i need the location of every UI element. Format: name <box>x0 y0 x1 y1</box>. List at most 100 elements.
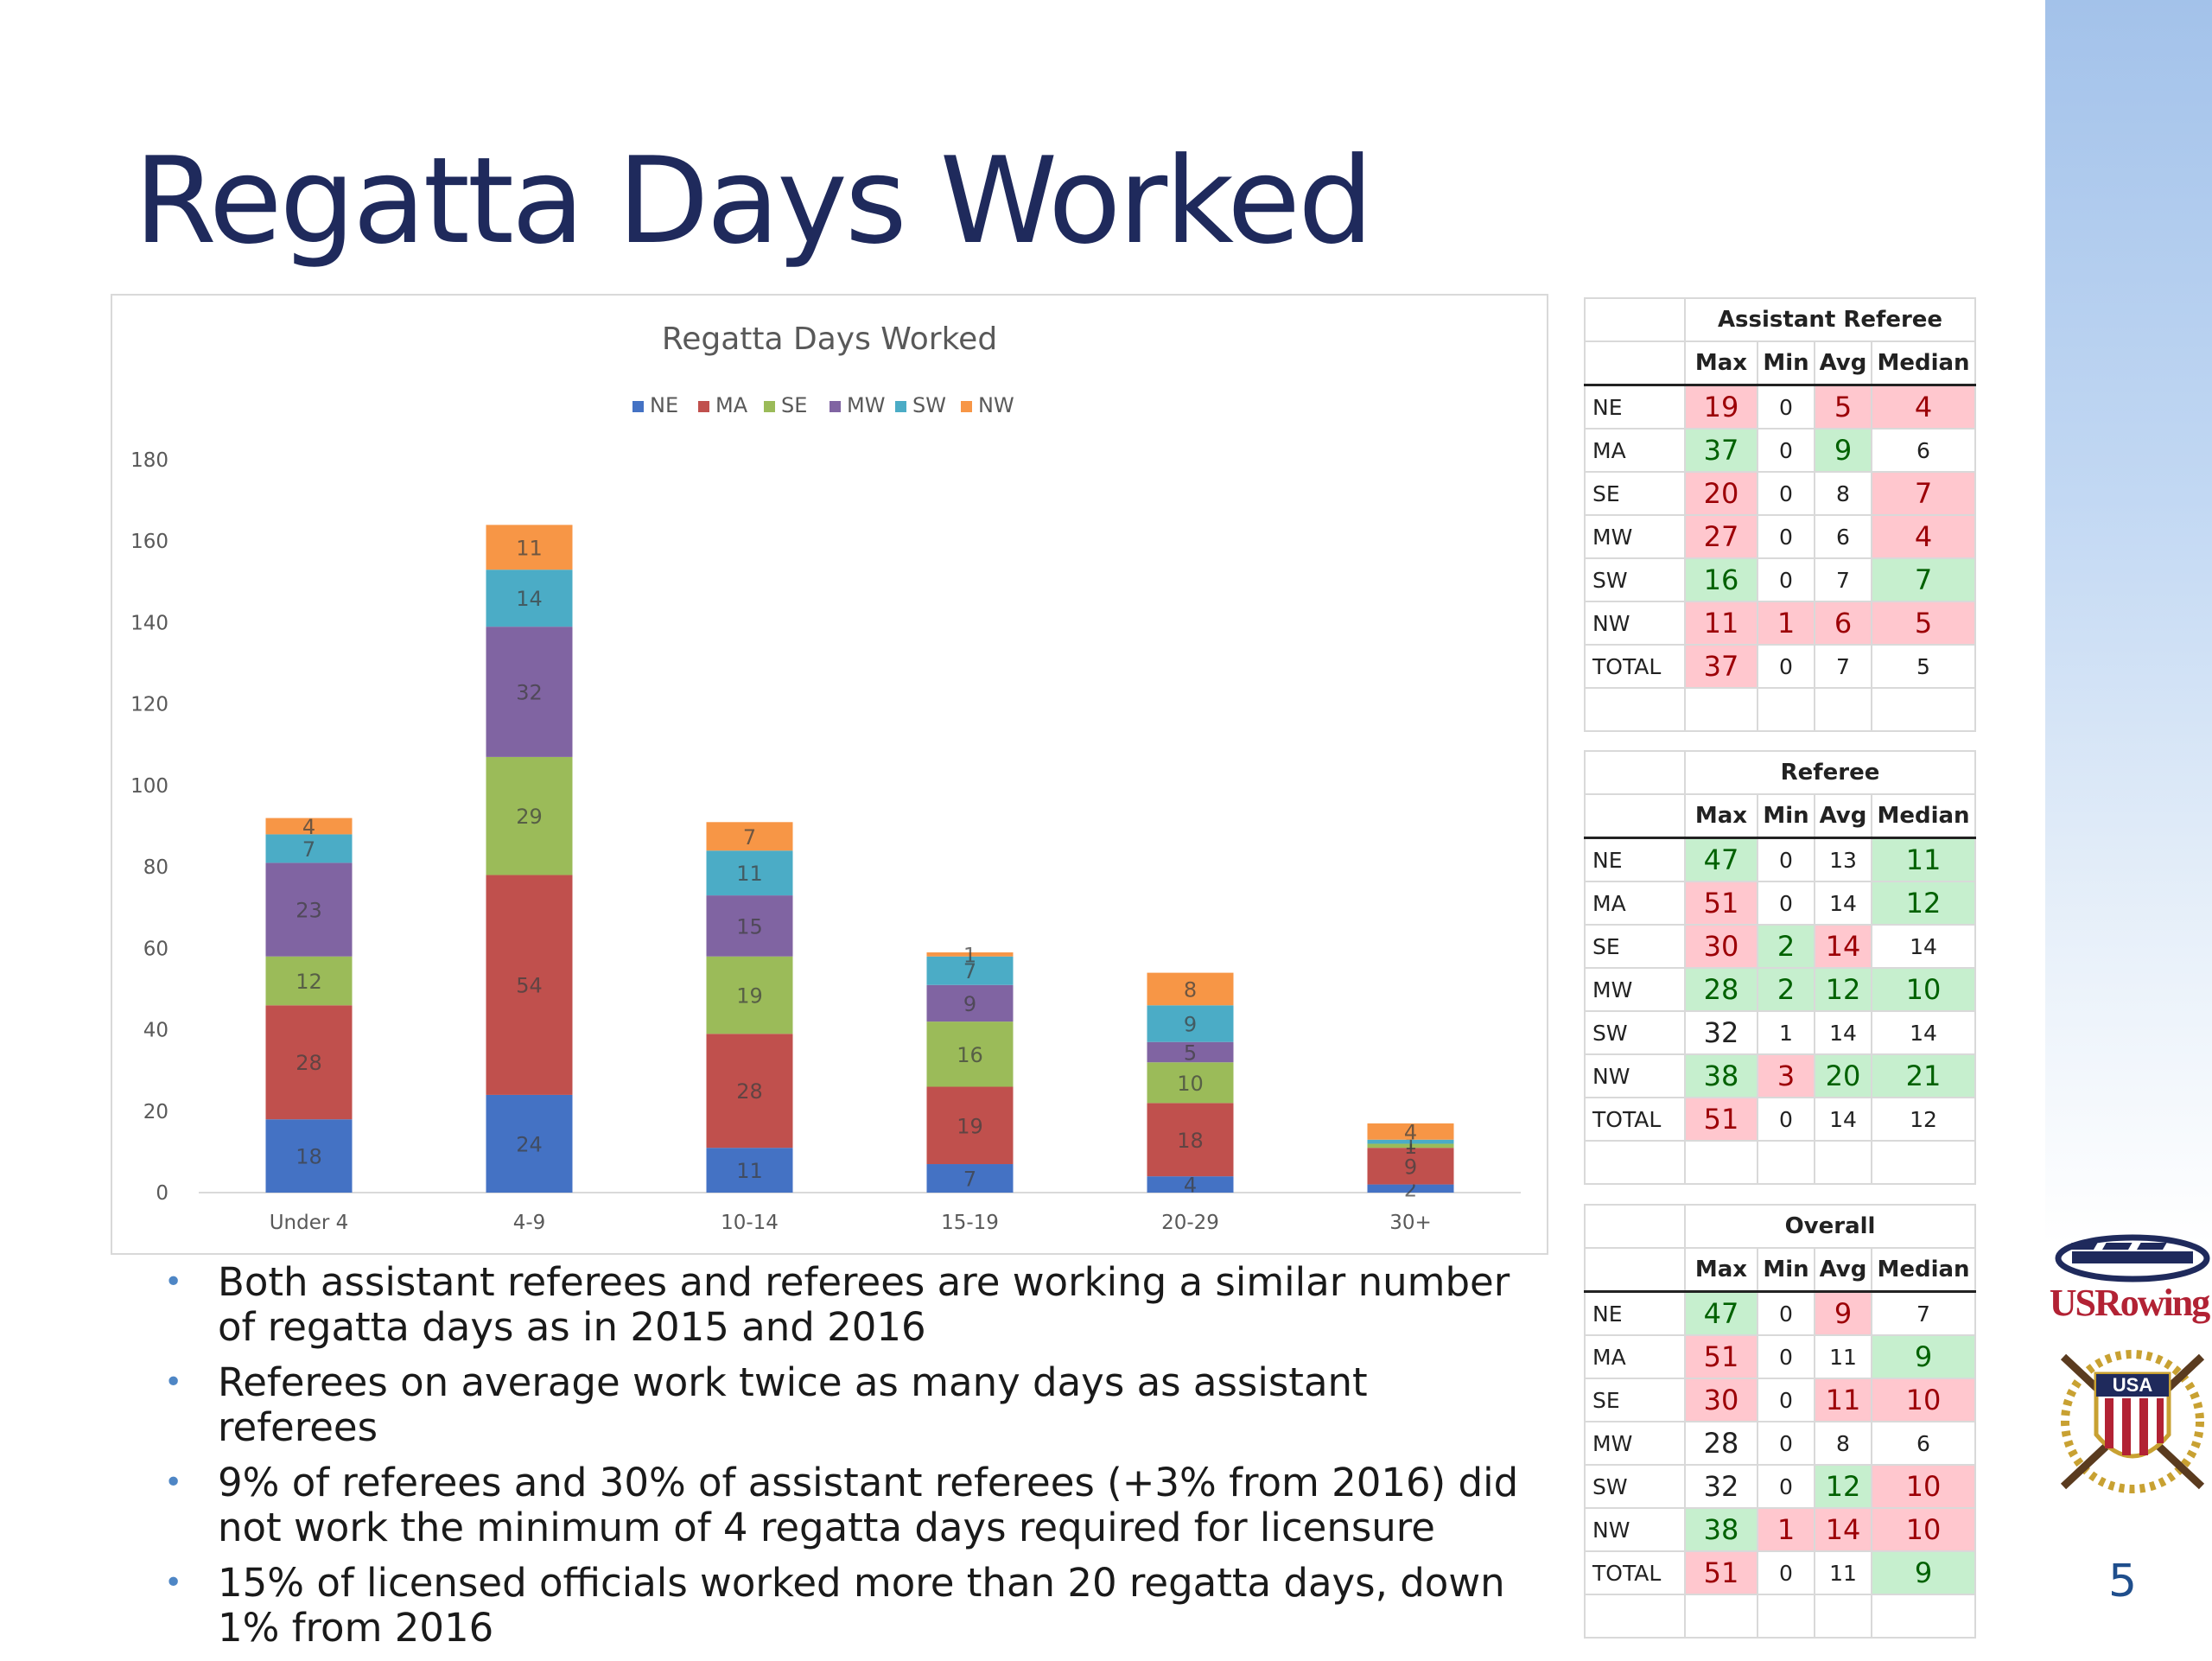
data-label: 14 <box>516 587 543 611</box>
table-cell: 21 <box>1870 1053 1977 1098</box>
data-label: 23 <box>296 899 322 923</box>
y-tick-label: 180 <box>130 449 168 472</box>
table-cell: 5 <box>1871 644 1976 689</box>
chart-title: Regatta Days Worked <box>662 321 997 357</box>
table-cell: 14 <box>1870 924 1977 969</box>
table-row: TOTAL 37 0 7 5 <box>1584 644 1976 689</box>
table-cell: 11 <box>1814 1334 1872 1379</box>
table-row: MW 28 2 12 10 <box>1584 967 1977 1012</box>
table-cell: 0 <box>1757 837 1815 882</box>
y-tick-label: 20 <box>143 1101 168 1123</box>
bar-segment-nw <box>1367 1123 1454 1140</box>
table-row: MA 51 0 14 12 <box>1584 881 1977 926</box>
bar-segment-ma <box>926 1086 1014 1165</box>
bar-segment-nw <box>486 525 573 570</box>
bar-segment-mw <box>265 862 353 957</box>
bar-segment-nw <box>706 822 793 851</box>
table-cell: 6 <box>1814 514 1872 559</box>
table-cell: 6 <box>1814 601 1872 646</box>
data-label: 7 <box>963 1168 976 1192</box>
x-tick-label: 20-29 <box>1161 1212 1219 1234</box>
bar-segment-sw <box>926 956 1014 985</box>
row-label: NE <box>1584 384 1686 430</box>
column-header: Avg <box>1814 793 1872 839</box>
data-label: 24 <box>516 1132 543 1156</box>
bullet-dot-icon: • <box>164 1264 183 1300</box>
empty-cell <box>1870 1140 1977 1185</box>
empty-cell <box>1584 1247 1686 1293</box>
row-label: TOTAL <box>1584 1097 1686 1142</box>
table-cell: 6 <box>1871 428 1976 473</box>
legend-swatch-sw <box>895 401 906 412</box>
empty-cell <box>1584 1594 1686 1639</box>
table-cell: 20 <box>1814 1053 1872 1098</box>
row-label: MW <box>1584 1421 1686 1466</box>
table-cell: 0 <box>1757 471 1815 516</box>
row-label: SW <box>1584 557 1686 602</box>
table-row: MA 51 0 11 9 <box>1584 1334 1977 1379</box>
bar-segment-ma <box>1147 1103 1234 1177</box>
table-row: NW 38 3 20 21 <box>1584 1053 1977 1098</box>
table-cell: 0 <box>1757 1378 1815 1422</box>
table-cell: 4 <box>1871 384 1976 430</box>
table-row: NW 11 1 6 5 <box>1584 601 1976 646</box>
table-cell: 0 <box>1757 1290 1815 1336</box>
table-cell: 51 <box>1684 1550 1758 1595</box>
data-label: 5 <box>1184 1041 1197 1065</box>
table-cell: 30 <box>1684 924 1758 969</box>
bar-segment-ma <box>265 1005 353 1120</box>
empty-cell <box>1814 1140 1872 1185</box>
legend-label-ma: MA <box>715 393 748 417</box>
table-cell: 7 <box>1814 644 1872 689</box>
table-row: NW 38 1 14 10 <box>1584 1507 1977 1552</box>
table-cell: 6 <box>1870 1421 1977 1466</box>
bar-segment-ne <box>1367 1184 1454 1193</box>
table-cell: 7 <box>1871 471 1976 516</box>
table-cell: 37 <box>1684 428 1758 473</box>
table-cell: 4 <box>1871 514 1976 559</box>
data-label: 12 <box>296 970 322 994</box>
data-label: 16 <box>957 1043 983 1067</box>
table-cell: 10 <box>1870 1378 1977 1422</box>
table-cell: 7 <box>1870 1290 1977 1336</box>
row-label: SW <box>1584 1010 1686 1055</box>
table-cell: 0 <box>1757 1464 1815 1509</box>
table-cell: 1 <box>1757 1010 1815 1055</box>
data-label: 15 <box>736 914 763 939</box>
row-label: SE <box>1584 924 1686 969</box>
table-cell: 9 <box>1870 1334 1977 1379</box>
table-cell: 0 <box>1757 384 1815 430</box>
table-cell: 12 <box>1870 881 1977 926</box>
table-cell: 28 <box>1684 1421 1758 1466</box>
bar-segment-ma <box>706 1034 793 1149</box>
empty-cell <box>1814 1594 1872 1639</box>
table-cell: 38 <box>1684 1507 1758 1552</box>
table-cell: 37 <box>1684 644 1758 689</box>
table-cell: 0 <box>1757 881 1815 926</box>
table-cell: 9 <box>1814 428 1872 473</box>
legend-swatch-ne <box>632 401 644 412</box>
table-cell: 2 <box>1757 924 1815 969</box>
empty-cell <box>1871 687 1976 732</box>
data-label: 11 <box>736 1159 763 1183</box>
table-cell: 12 <box>1814 967 1872 1012</box>
slide-title: Regatta Days Worked <box>134 131 1374 270</box>
data-label: 8 <box>1184 977 1197 1002</box>
y-tick-label: 60 <box>143 938 168 960</box>
bar-segment-nw <box>265 818 353 835</box>
y-tick-label: 100 <box>130 775 168 798</box>
table-cell: 0 <box>1757 1550 1815 1595</box>
bar-segment-se <box>1367 1143 1454 1149</box>
table-cell: 8 <box>1814 1421 1872 1466</box>
bullet-text: 9% of referees and 30% of assistant refe… <box>218 1460 1519 1550</box>
bullet-item: • Both assistant referees and referees ar… <box>156 1260 1538 1350</box>
row-label: SW <box>1584 1464 1686 1509</box>
table-cell: 1 <box>1757 601 1815 646</box>
table-cell: 51 <box>1684 881 1758 926</box>
table-cell: 19 <box>1684 384 1758 430</box>
y-tick-label: 40 <box>143 1020 168 1042</box>
table-row: TOTAL 51 0 11 9 <box>1584 1550 1977 1595</box>
data-label: 28 <box>736 1079 763 1104</box>
empty-cell <box>1684 687 1758 732</box>
legend-swatch-nw <box>961 401 972 412</box>
